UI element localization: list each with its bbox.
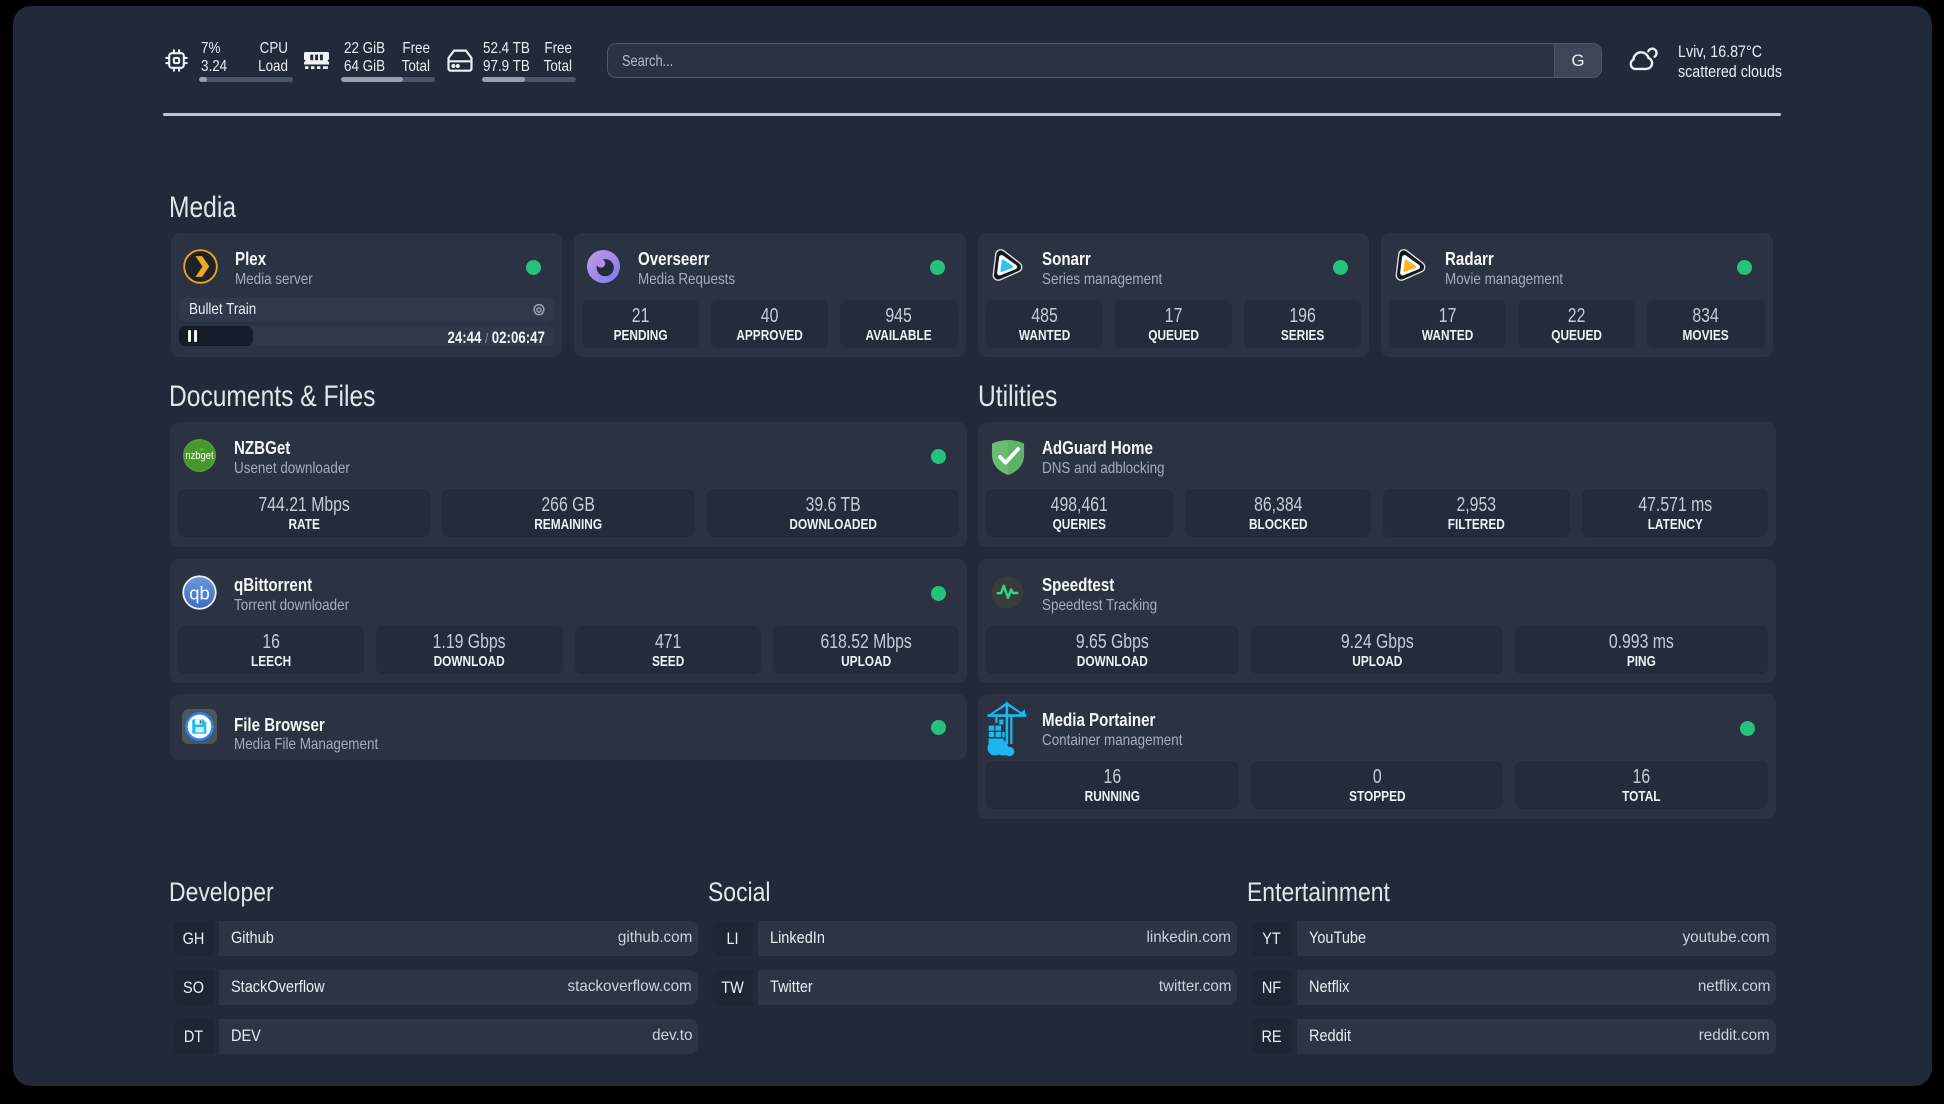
svg-text:qb: qb	[189, 582, 210, 603]
svg-text:nzbget: nzbget	[185, 450, 214, 462]
